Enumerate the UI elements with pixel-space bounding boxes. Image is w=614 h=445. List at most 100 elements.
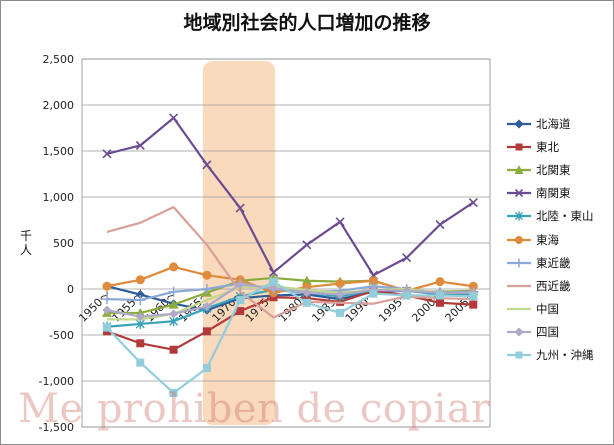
legend-label: 北海道 bbox=[536, 116, 571, 131]
legend-label: 中国 bbox=[536, 302, 559, 317]
data-point bbox=[169, 309, 179, 319]
data-point bbox=[402, 253, 412, 263]
data-point bbox=[135, 295, 146, 306]
legend-label: 四国 bbox=[536, 325, 559, 340]
data-point bbox=[335, 278, 345, 288]
data-point bbox=[269, 283, 278, 293]
data-point bbox=[368, 276, 378, 286]
data-point bbox=[269, 293, 278, 302]
data-point bbox=[335, 290, 345, 300]
data-point bbox=[202, 364, 211, 373]
data-point bbox=[236, 296, 245, 305]
data-point bbox=[136, 339, 145, 348]
legend-item: 四国 bbox=[506, 321, 614, 344]
legend-label: 東北 bbox=[536, 139, 559, 154]
data-point bbox=[102, 149, 112, 159]
legend-label: 九州・沖縄 bbox=[536, 348, 594, 363]
data-point bbox=[202, 270, 212, 280]
chart-title: 地域別社会的人口増加の推移 bbox=[183, 12, 431, 34]
y-tick-label: 500 bbox=[53, 237, 74, 250]
data-point bbox=[468, 197, 478, 208]
data-point bbox=[436, 291, 444, 300]
data-point bbox=[202, 327, 211, 336]
legend-swatch bbox=[507, 307, 531, 311]
data-point bbox=[102, 281, 112, 291]
y-tick-label: -1,500 bbox=[39, 421, 74, 434]
y-tick-label: 0 bbox=[67, 283, 74, 296]
data-point bbox=[302, 298, 311, 307]
legend-label: 東海 bbox=[536, 232, 559, 247]
data-point bbox=[235, 203, 245, 213]
legend-swatch bbox=[507, 211, 531, 221]
data-point bbox=[168, 286, 179, 297]
data-point bbox=[469, 300, 478, 309]
legend-item: 西近畿 bbox=[506, 274, 614, 297]
legend-swatch bbox=[507, 327, 531, 337]
legend-item: 九州・沖縄 bbox=[506, 344, 614, 367]
data-point bbox=[302, 294, 311, 303]
legend-label: 北関東 bbox=[536, 162, 571, 177]
data-point bbox=[169, 388, 178, 397]
legend-label: 南関東 bbox=[536, 186, 571, 201]
legend-item: 東海 bbox=[506, 228, 614, 251]
data-point bbox=[169, 262, 179, 272]
data-point bbox=[168, 299, 179, 309]
data-point bbox=[169, 113, 179, 123]
data-point bbox=[135, 140, 145, 151]
legend-swatch bbox=[507, 258, 531, 268]
legend-item: 東北 bbox=[506, 135, 614, 158]
legend-swatch bbox=[507, 143, 531, 151]
data-point bbox=[202, 301, 212, 311]
data-point bbox=[236, 307, 245, 316]
data-point bbox=[135, 312, 145, 322]
legend-item: 北海道 bbox=[506, 112, 614, 135]
legend-swatch bbox=[507, 189, 531, 198]
y-axis-label: 千人 bbox=[19, 229, 32, 257]
data-point bbox=[102, 305, 112, 315]
data-point bbox=[102, 294, 112, 305]
legend-swatch bbox=[507, 284, 531, 288]
data-point bbox=[135, 275, 145, 285]
series-line bbox=[106, 206, 474, 319]
data-point bbox=[435, 220, 445, 230]
data-point bbox=[202, 160, 212, 170]
legend-label: 北陸・東山 bbox=[536, 209, 594, 224]
y-tick-label: 1,000 bbox=[43, 191, 75, 204]
y-tick-label: 2,000 bbox=[43, 99, 75, 112]
legend-label: 西近畿 bbox=[536, 278, 571, 293]
legend-item: 中国 bbox=[506, 298, 614, 321]
series-line bbox=[106, 116, 474, 277]
data-point bbox=[103, 323, 111, 332]
data-point bbox=[269, 277, 278, 286]
data-point bbox=[135, 290, 145, 300]
plot-area bbox=[81, 58, 491, 428]
y-tick-label: 1,500 bbox=[43, 145, 75, 158]
data-point bbox=[336, 308, 345, 317]
data-point bbox=[468, 281, 478, 291]
series-line bbox=[106, 283, 474, 318]
data-point bbox=[369, 289, 378, 298]
data-point bbox=[201, 284, 212, 294]
legend-swatch bbox=[507, 235, 531, 244]
data-point bbox=[301, 275, 312, 285]
data-point bbox=[169, 345, 178, 354]
legend: 北海道東北北関東南関東北陸・東山東海東近畿西近畿中国四国九州・沖縄 bbox=[506, 112, 614, 367]
legend-swatch bbox=[507, 119, 531, 129]
legend-swatch bbox=[507, 351, 531, 359]
series-line bbox=[106, 280, 474, 395]
y-tick-label: 2,500 bbox=[43, 53, 75, 66]
y-tick-label: -1,000 bbox=[39, 375, 74, 388]
data-point bbox=[335, 217, 345, 227]
data-point bbox=[235, 279, 245, 289]
data-point bbox=[302, 240, 312, 250]
data-point bbox=[435, 277, 445, 287]
data-point bbox=[268, 267, 279, 278]
legend-label: 東近畿 bbox=[536, 255, 571, 270]
data-point bbox=[302, 288, 312, 298]
legend-swatch bbox=[507, 164, 531, 174]
data-point bbox=[469, 292, 478, 301]
legend-item: 北関東 bbox=[506, 158, 614, 181]
data-point bbox=[402, 291, 411, 300]
